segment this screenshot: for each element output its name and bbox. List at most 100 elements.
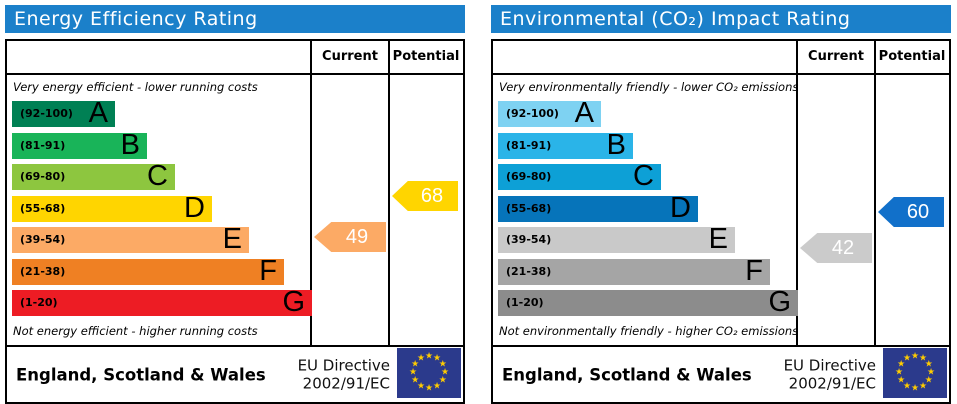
band-range-label: (92-100)	[506, 107, 559, 120]
eu-directive-label: EU Directive 2002/91/EC	[784, 356, 876, 394]
eu-flag-star: ★	[408, 367, 418, 378]
band-f: (21-38) F	[12, 255, 284, 287]
eu-directive-line1: EU Directive	[297, 355, 390, 374]
potential-column-header: Potential	[878, 49, 946, 64]
band-c: (69-80) C	[498, 160, 661, 192]
eu-flag-star: ★	[902, 353, 912, 364]
energy-efficiency-panel: Energy Efficiency Rating Current Potenti…	[5, 5, 465, 404]
eu-flag-star: ★	[902, 381, 912, 392]
eu-flag-star: ★	[910, 351, 920, 362]
column-divider	[310, 41, 312, 345]
panel-footer: England, Scotland & Wales EU Directive 2…	[493, 345, 949, 402]
eu-flag-star: ★	[910, 383, 920, 394]
band-g: (1-20) G	[498, 286, 798, 318]
eu-directive-line2: 2002/91/EC	[788, 374, 876, 393]
eu-flag-star: ★	[438, 359, 447, 370]
current-rating-arrow: 42	[800, 233, 872, 263]
eu-flag-star: ★	[416, 381, 426, 392]
band-range-label: (55-68)	[20, 202, 66, 215]
panel-title: Environmental (CO₂) Impact Rating	[500, 8, 851, 30]
band-letter: D	[670, 192, 691, 224]
current-column-header: Current	[322, 49, 378, 64]
band-letter: E	[222, 223, 242, 255]
band-b: (81-91) B	[498, 130, 633, 161]
eu-flag-star: ★	[926, 367, 936, 378]
eu-flag-star: ★	[416, 353, 426, 364]
band-f: (21-38) F	[498, 255, 770, 287]
rating-table: Current Potential Very environmentally f…	[491, 39, 951, 404]
band-letter: F	[745, 255, 763, 287]
bottom-caption: Not energy efficient - higher running co…	[13, 324, 258, 338]
eu-directive-label: EU Directive 2002/91/EC	[298, 356, 390, 394]
band-b: (81-91) B	[12, 129, 147, 161]
region-label: England, Scotland & Wales	[16, 365, 266, 384]
bottom-caption: Not environmentally friendly - higher CO…	[499, 324, 799, 338]
band-letter: C	[147, 160, 168, 192]
eu-flag-star: ★	[432, 381, 442, 392]
band-letter: D	[184, 192, 205, 224]
band-range-label: (69-80)	[20, 170, 66, 183]
eu-flag-star: ★	[432, 353, 442, 364]
band-letter: F	[259, 255, 277, 287]
current-column-header: Current	[808, 49, 864, 64]
band-a: (92-100) A	[12, 97, 115, 129]
top-caption: Very energy efficient - lower running co…	[13, 80, 258, 94]
eu-flag-star: ★	[897, 359, 906, 370]
column-divider	[796, 41, 798, 345]
band-range-label: (39-54)	[506, 233, 552, 246]
header-divider	[7, 73, 463, 75]
eu-flag-icon: ★ ★ ★ ★ ★ ★ ★ ★ ★ ★ ★ ★	[397, 348, 461, 398]
band-range-label: (1-20)	[506, 296, 544, 309]
eu-flag-star: ★	[440, 367, 450, 378]
band-range-label: (81-91)	[20, 139, 66, 152]
band-letter: G	[282, 286, 305, 318]
band-d: (55-68) D	[12, 192, 212, 224]
band-range-label: (92-100)	[20, 107, 73, 120]
band-letter: B	[120, 129, 140, 161]
current-rating-arrow: 49	[314, 222, 386, 252]
potential-rating-value: 60	[906, 201, 930, 223]
band-letter: A	[88, 97, 108, 129]
panel-title-bar: Environmental (CO₂) Impact Rating	[491, 5, 951, 33]
eu-flag-star: ★	[438, 375, 447, 386]
eu-flag-star: ★	[918, 353, 928, 364]
panel-footer: England, Scotland & Wales EU Directive 2…	[7, 345, 463, 402]
eu-directive-line2: 2002/91/EC	[302, 374, 390, 393]
eu-flag-star: ★	[894, 367, 904, 378]
potential-rating-arrow: 60	[878, 197, 944, 227]
band-g: (1-20) G	[12, 286, 312, 318]
band-range-label: (1-20)	[20, 296, 58, 309]
band-letter: G	[768, 286, 791, 318]
band-range-label: (81-91)	[506, 139, 552, 152]
region-label: England, Scotland & Wales	[502, 365, 752, 384]
current-rating-value: 49	[345, 226, 369, 248]
top-caption: Very environmentally friendly - lower CO…	[499, 80, 799, 94]
column-divider	[874, 41, 876, 345]
eu-flag-star: ★	[924, 375, 933, 386]
band-letter: A	[574, 97, 594, 129]
potential-column-header: Potential	[392, 49, 460, 64]
eu-flag-star: ★	[424, 351, 434, 362]
header-divider	[493, 73, 949, 75]
eu-flag-star: ★	[411, 375, 420, 386]
eu-flag-star: ★	[897, 375, 906, 386]
rating-table: Current Potential Very energy efficient …	[5, 39, 465, 404]
environmental-impact-panel: Environmental (CO₂) Impact Rating Curren…	[491, 5, 951, 404]
band-letter: E	[708, 223, 728, 255]
potential-rating-value: 68	[420, 185, 444, 207]
column-divider	[388, 41, 390, 345]
band-a: (92-100) A	[498, 97, 601, 129]
eu-flag-star: ★	[411, 359, 420, 370]
potential-rating-arrow: 68	[392, 181, 458, 211]
eu-flag-star: ★	[918, 381, 928, 392]
band-c: (69-80) C	[12, 160, 175, 192]
band-letter: C	[633, 160, 654, 192]
eu-flag-star: ★	[424, 383, 434, 394]
panel-title-bar: Energy Efficiency Rating	[5, 5, 465, 33]
current-rating-value: 42	[831, 237, 855, 259]
band-e: (39-54) E	[12, 223, 249, 255]
panel-title: Energy Efficiency Rating	[14, 8, 258, 30]
eu-flag-icon: ★ ★ ★ ★ ★ ★ ★ ★ ★ ★ ★ ★	[883, 348, 947, 398]
band-range-label: (21-38)	[20, 265, 66, 278]
